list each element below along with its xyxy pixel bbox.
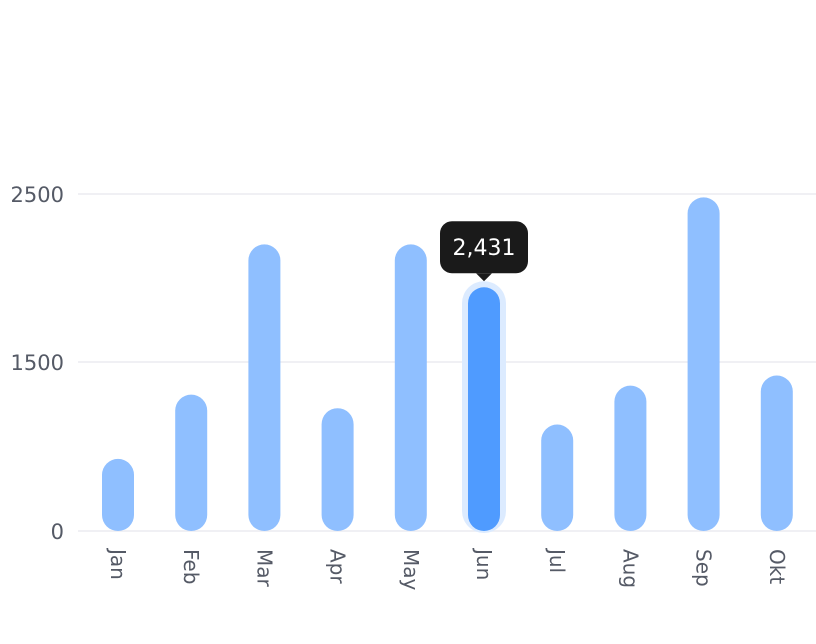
bar-feb [175,394,208,531]
tooltip-value: 2,431 [453,236,516,261]
bar-okt [760,375,793,531]
bar-jan [102,458,134,531]
x-tick-label: Aug [618,549,642,588]
x-tick-label: Mar [252,549,276,588]
bar-sep [687,197,720,532]
tooltip-arrow [476,273,492,282]
bar-may [394,244,427,531]
x-tick-label: Jul [545,547,569,573]
bar-mar [248,244,281,531]
tooltip-box [440,221,528,274]
y-tick-label: 2500 [11,183,64,207]
y-tick-label: 0 [51,520,64,544]
x-tick-label: Apr [326,549,350,584]
bar-aug [614,385,647,531]
x-tick-label: Okt [765,549,789,584]
x-tick-label: Jan [106,547,130,580]
bar-jul [541,424,574,531]
bar-apr [321,408,354,531]
y-tick-label: 1500 [11,351,64,375]
x-tick-label: Feb [179,549,203,584]
x-tick-label: May [399,549,423,591]
x-tick-label: Sep [692,549,716,587]
bar-jun [468,287,500,531]
x-tick-label: Jun [472,547,496,580]
